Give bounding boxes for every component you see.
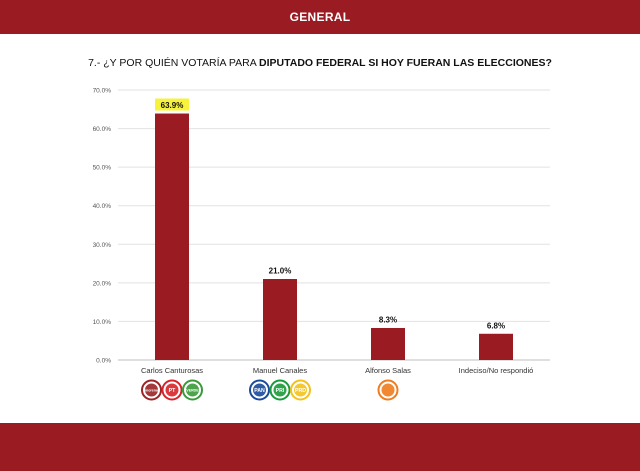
y-tick-label: 10.0% xyxy=(93,319,112,326)
x-tick-label: Manuel Canales xyxy=(253,366,307,375)
pan-logo-icon: PAN xyxy=(249,379,270,401)
svg-text:VERDE: VERDE xyxy=(186,388,199,392)
svg-text:PT: PT xyxy=(169,388,176,394)
svg-text:PRD: PRD xyxy=(295,388,306,394)
chart-question: 7.- ¿Y POR QUIÉN VOTARÍA PARA DIPUTADO F… xyxy=(0,57,640,69)
mc-logo-icon xyxy=(377,379,399,401)
footer-band xyxy=(0,423,640,471)
value-labels: 63.9% 21.0% 8.3% 6.8% xyxy=(155,98,505,330)
y-tick-label: 0.0% xyxy=(96,358,111,365)
svg-text:morena: morena xyxy=(145,388,159,392)
question-emphasis: DIPUTADO FEDERAL SI HOY FUERAN LAS ELECC… xyxy=(259,57,552,69)
y-tick-label: 60.0% xyxy=(93,126,112,133)
x-tick-label: Indeciso/No respondió xyxy=(459,366,534,375)
value-label: 21.0% xyxy=(269,267,292,276)
pvem-logo-icon: VERDE xyxy=(182,379,203,401)
svg-text:PRI: PRI xyxy=(276,388,285,394)
morena-logo-icon: morena xyxy=(141,379,162,401)
pri-logo-icon: PRI xyxy=(269,379,291,401)
question-prefix: 7.- ¿Y POR QUIÉN VOTARÍA PARA xyxy=(88,57,260,69)
party-logos: morena PT VERDE PAN PRI PRD xyxy=(141,379,399,401)
y-tick-label: 40.0% xyxy=(93,203,112,210)
header-band xyxy=(0,0,640,34)
value-label-highlight xyxy=(155,98,189,111)
grid-lines xyxy=(118,89,550,361)
y-tick-label: 20.0% xyxy=(93,280,112,287)
value-label: 8.3% xyxy=(379,315,397,324)
y-tick-label: 30.0% xyxy=(93,242,112,249)
pt-logo-icon: PT xyxy=(161,379,183,401)
x-axis-labels: Carlos Canturosas Manuel Canales Alfonso S… xyxy=(141,366,533,375)
y-tick-label: 70.0% xyxy=(93,88,112,95)
page-title: GENERAL xyxy=(289,10,351,24)
y-axis-ticks: 0.0% 10.0% 20.0% 30.0% 40.0% 50.0% 60.0% 70.0% xyxy=(93,88,112,365)
x-tick-label: Alfonso Salas xyxy=(365,366,411,375)
prd-logo-icon: PRD xyxy=(290,379,311,401)
svg-text:PAN: PAN xyxy=(254,388,265,394)
x-tick-label: Carlos Canturosas xyxy=(141,366,203,375)
bar xyxy=(371,327,405,360)
y-tick-label: 50.0% xyxy=(93,165,112,172)
value-label: 6.8% xyxy=(487,321,505,330)
bars xyxy=(155,113,513,361)
bar xyxy=(263,279,297,360)
bar xyxy=(155,113,189,361)
value-label: 63.9% xyxy=(161,101,184,110)
bar xyxy=(479,333,513,360)
